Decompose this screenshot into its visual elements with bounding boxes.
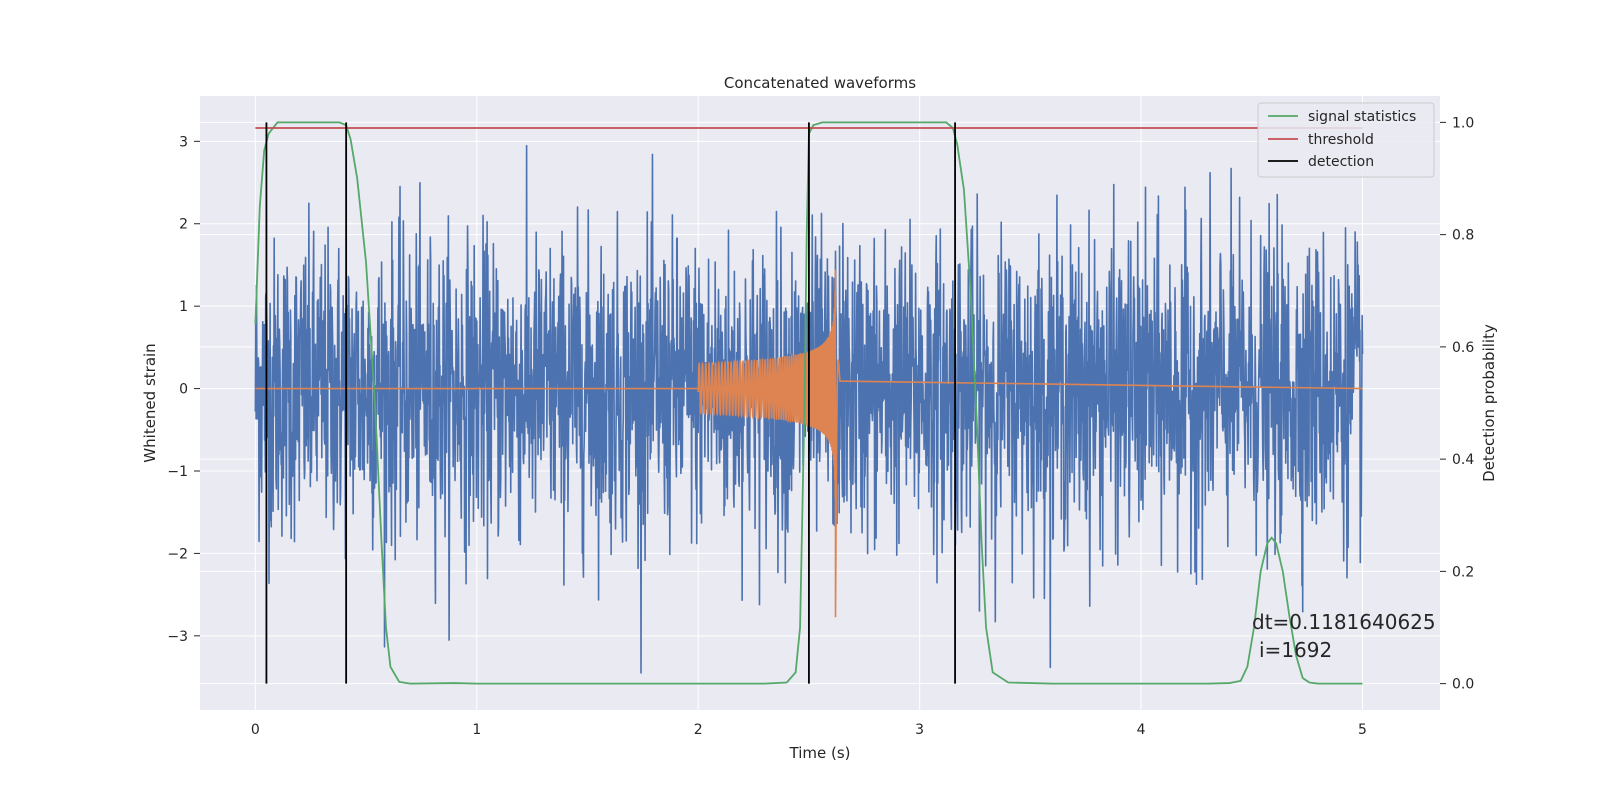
x-tick-label: 1 (472, 722, 481, 738)
y-right-tick-label: 1.0 (1452, 115, 1474, 131)
legend-label-threshold: threshold (1308, 132, 1374, 148)
y-tick-label: 1 (179, 299, 188, 315)
y-right-tick-label: 0.0 (1452, 677, 1474, 693)
y-right-tick-label: 0.4 (1452, 452, 1474, 468)
y-tick-label: −3 (167, 629, 188, 645)
x-tick-label: 5 (1358, 722, 1367, 738)
axes-tick-labels: 0 1 2 3 4 5 −3 −2 −1 0 1 2 3 0.0 0.2 0.4 0.6 0.8 1.0 (167, 115, 1474, 738)
y-tick-label: 3 (179, 134, 188, 150)
annotation-index: i=1692 (1259, 638, 1332, 662)
annotation-dt: dt=0.1181640625 (1252, 610, 1436, 634)
y-tick-label: 2 (179, 217, 188, 233)
legend: signal statistics threshold detection (1257, 102, 1435, 178)
x-tick-label: 4 (1137, 722, 1146, 738)
x-axis-label: Time (s) (789, 744, 851, 762)
y-right-tick-label: 0.6 (1452, 340, 1474, 356)
plot-series (254, 121, 1364, 685)
x-tick-label: 3 (915, 722, 924, 738)
legend-label-signal-statistics: signal statistics (1308, 109, 1416, 125)
y-axis-right-label: Detection probability (1480, 324, 1498, 482)
y-tick-label: −2 (167, 546, 188, 562)
y-right-tick-label: 0.2 (1452, 564, 1474, 580)
legend-box (1257, 102, 1435, 178)
y-tick-label: 0 (179, 382, 188, 398)
legend-label-detection: detection (1308, 154, 1374, 170)
y-axis-label: Whitened strain (141, 343, 159, 462)
waveform-series-line (255, 269, 1363, 618)
y-tick-label: −1 (167, 464, 188, 480)
y-right-tick-label: 0.8 (1452, 228, 1474, 244)
x-tick-label: 2 (694, 722, 703, 738)
x-tick-label: 0 (251, 722, 260, 738)
signal-statistics-line (254, 121, 1363, 685)
chart-title: Concatenated waveforms (724, 74, 916, 92)
